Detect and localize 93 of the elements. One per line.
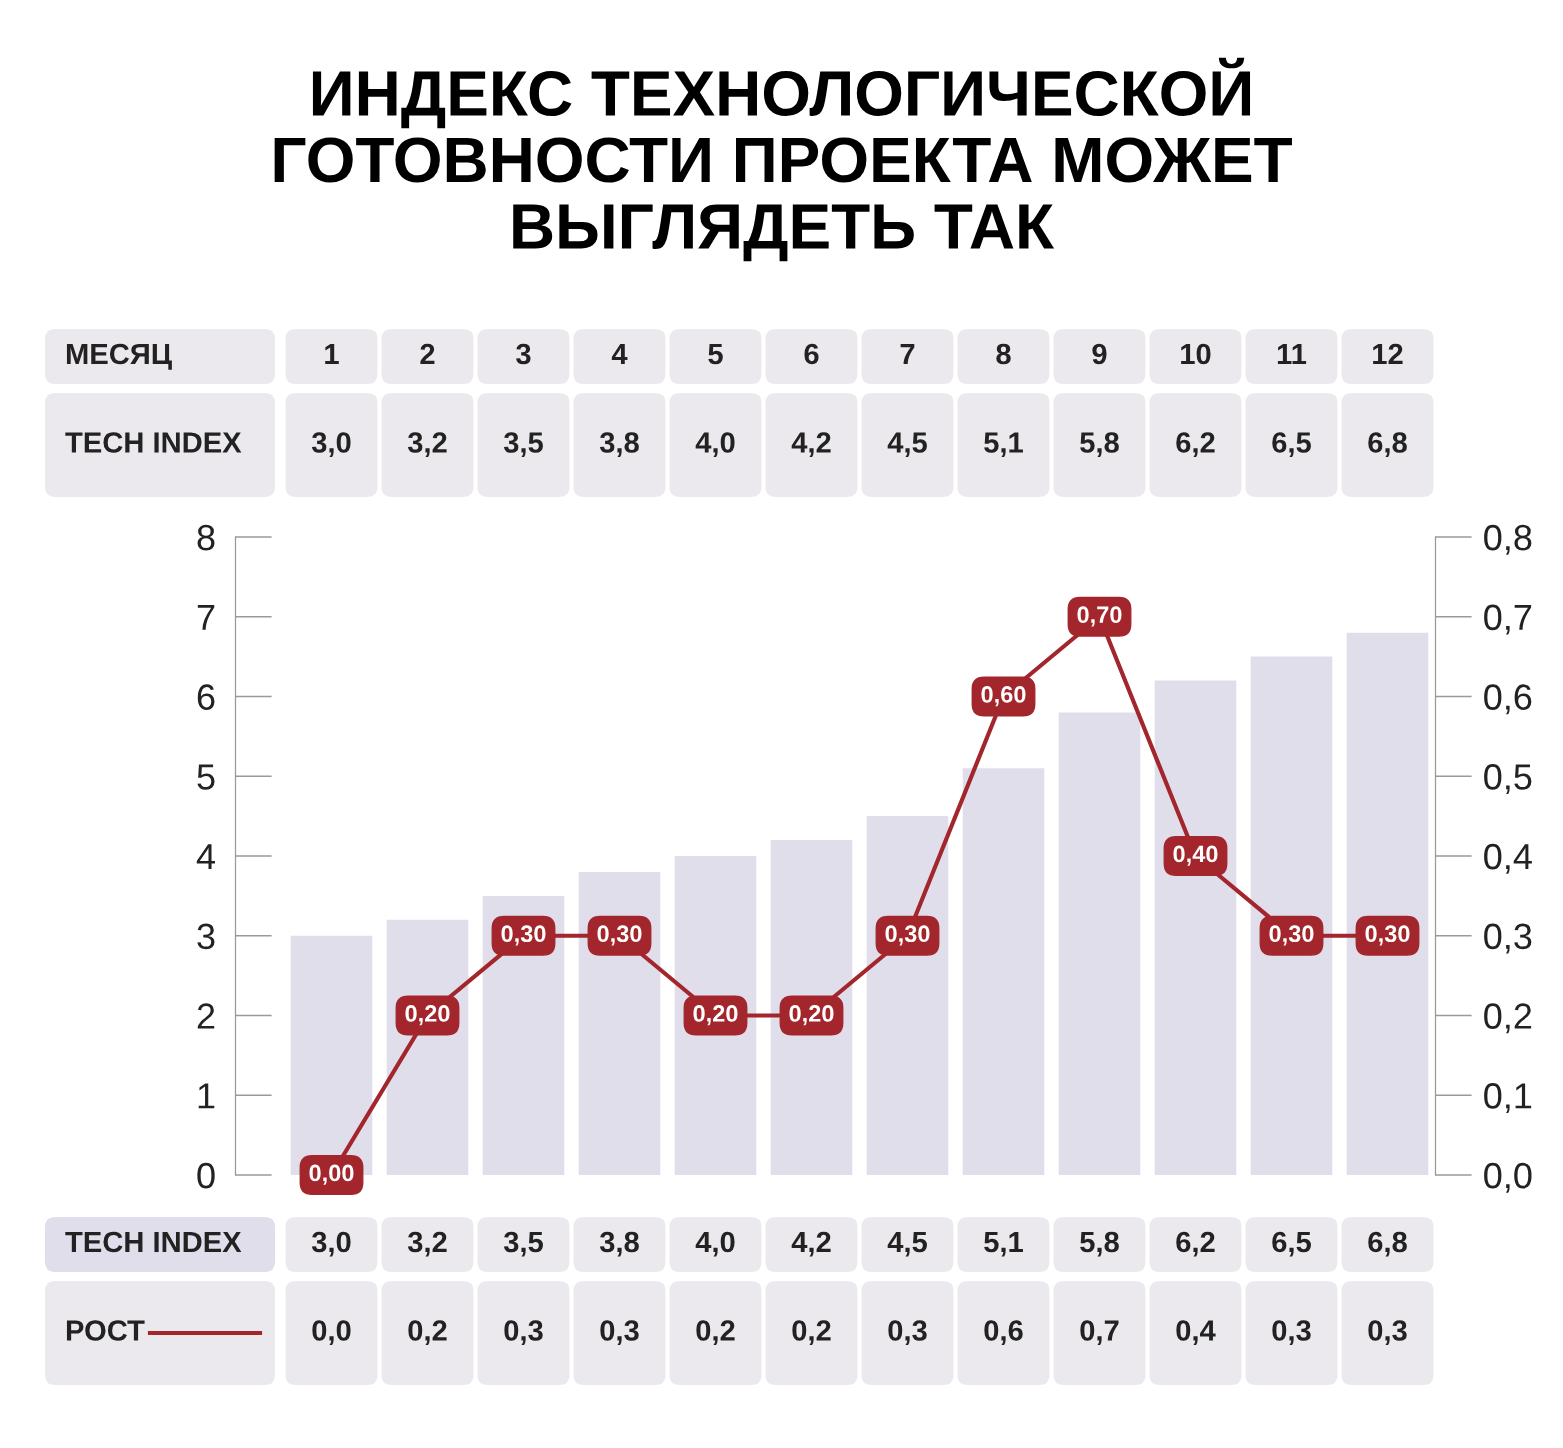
x-tick-label: 8 <box>996 343 1011 365</box>
text: 0,3 <box>600 1320 639 1346</box>
bar <box>770 840 853 1175</box>
text: 0,2 <box>408 1320 447 1346</box>
y2-tick-label: 0,1 <box>1484 1083 1532 1113</box>
text: 0,6 <box>984 1320 1023 1346</box>
x-tick-label: 10 <box>1181 343 1211 365</box>
bar <box>962 768 1045 1175</box>
text: 3,2 <box>407 1231 447 1257</box>
data-label: 3,0 <box>311 432 351 458</box>
x-tick-label: 6 <box>804 343 819 365</box>
y-tick-label: 5 <box>197 764 215 790</box>
text: 0,2 <box>696 1320 735 1346</box>
text: TECH INDEX <box>65 432 242 453</box>
data-label: 0,00 <box>309 1164 354 1185</box>
x-tick-label: 2 <box>420 343 435 365</box>
y-tick-label: 2 <box>197 1003 215 1029</box>
bar <box>578 871 661 1175</box>
data-label: 5,1 <box>984 432 1023 458</box>
x-tick-label: 7 <box>900 343 915 365</box>
y-tick-label: 4 <box>196 844 215 870</box>
text: 3,5 <box>503 1231 543 1257</box>
text: 6,8 <box>1368 1231 1407 1257</box>
text: 0,2 <box>792 1320 831 1346</box>
data-label: 5,8 <box>1080 432 1119 458</box>
bar <box>482 895 565 1175</box>
data-label: 0,40 <box>1173 845 1218 866</box>
y-tick-label: 1 <box>198 1083 215 1109</box>
y2-tick-label: 0,4 <box>1484 843 1532 874</box>
text: 4,5 <box>887 1231 927 1257</box>
bar <box>674 856 757 1175</box>
text: 0,3 <box>1272 1320 1311 1346</box>
data-label: 4,0 <box>695 432 735 458</box>
x-tick-label: 11 <box>1277 343 1307 365</box>
y2-tick-label: 0,2 <box>1484 1003 1532 1034</box>
text: 0,7 <box>1080 1320 1119 1346</box>
data-label: 0,30 <box>597 925 642 946</box>
y2-tick-label: 0,7 <box>1484 604 1532 635</box>
data-label: 6,8 <box>1368 432 1407 458</box>
y2-tick-label: 0,0 <box>1484 1162 1532 1193</box>
text: 3,8 <box>599 1231 639 1257</box>
text: 5,8 <box>1080 1231 1119 1257</box>
bar <box>1250 656 1333 1175</box>
text: 0,3 <box>1368 1320 1407 1346</box>
text: 0,3 <box>888 1320 927 1346</box>
y-tick-label: 3 <box>197 923 215 950</box>
text: 0,4 <box>1176 1320 1216 1346</box>
text: 0,0 <box>312 1320 351 1346</box>
y2-tick-label: 0,6 <box>1484 684 1532 715</box>
text: 5,1 <box>984 1231 1023 1257</box>
bar <box>1058 712 1141 1175</box>
x-tick-label: 5 <box>708 343 723 365</box>
data-label: 0,30 <box>501 925 546 946</box>
data-label: 0,30 <box>885 925 930 946</box>
text: 4,2 <box>791 1231 831 1257</box>
data-label: 0,30 <box>1269 925 1314 946</box>
data-label: 0,20 <box>789 1005 834 1026</box>
bar <box>1346 632 1429 1175</box>
y-tick-label: 7 <box>197 604 215 630</box>
y2-tick-label: 0,3 <box>1484 923 1532 954</box>
data-label: 3,8 <box>599 432 639 458</box>
x-tick-label: 9 <box>1092 343 1107 365</box>
bar <box>1154 680 1237 1175</box>
data-label: 4,5 <box>887 432 927 458</box>
x-tick-label: 1 <box>325 343 339 365</box>
data-label: 0,20 <box>693 1005 738 1026</box>
y2-tick-label: 0,5 <box>1484 764 1532 794</box>
chart-title: ИНДЕКС ТЕХНОЛОГИЧЕСКОЙ ГОТОВНОСТИ ПРОЕКТА МОЖЕТ ВЫГЛЯДЕТЬ ТАК <box>274 57 1292 262</box>
text: 6,5 <box>1272 1231 1311 1257</box>
x-axis-title: МЕСЯЦ <box>66 343 172 370</box>
legend-label: TECH INDEX <box>65 1231 242 1253</box>
data-label: 6,5 <box>1272 432 1311 458</box>
data-label: 0,70 <box>1077 606 1122 627</box>
text: 4,0 <box>695 1231 735 1257</box>
data-label: 4,2 <box>791 432 831 458</box>
data-label: 3,2 <box>407 432 447 458</box>
y-tick-label: 8 <box>197 524 215 551</box>
legend-label: РОСТ <box>66 1320 145 1341</box>
x-tick-label: 12 <box>1373 343 1403 365</box>
text: 3,0 <box>311 1231 351 1257</box>
data-label: 0,20 <box>405 1005 450 1026</box>
x-tick-label: 4 <box>611 343 628 365</box>
data-label: 0,60 <box>981 686 1026 707</box>
data-label: 0,30 <box>1365 925 1410 946</box>
text: 6,2 <box>1176 1231 1215 1257</box>
data-label: 6,2 <box>1176 432 1215 458</box>
y-tick-label: 0 <box>197 1162 215 1189</box>
data-label: 3,5 <box>503 432 543 458</box>
bar <box>866 816 949 1175</box>
y-tick-label: 6 <box>197 684 215 710</box>
text: 0,3 <box>504 1320 543 1346</box>
x-tick-label: 3 <box>516 343 531 365</box>
y2-tick-label: 0,8 <box>1484 524 1532 555</box>
